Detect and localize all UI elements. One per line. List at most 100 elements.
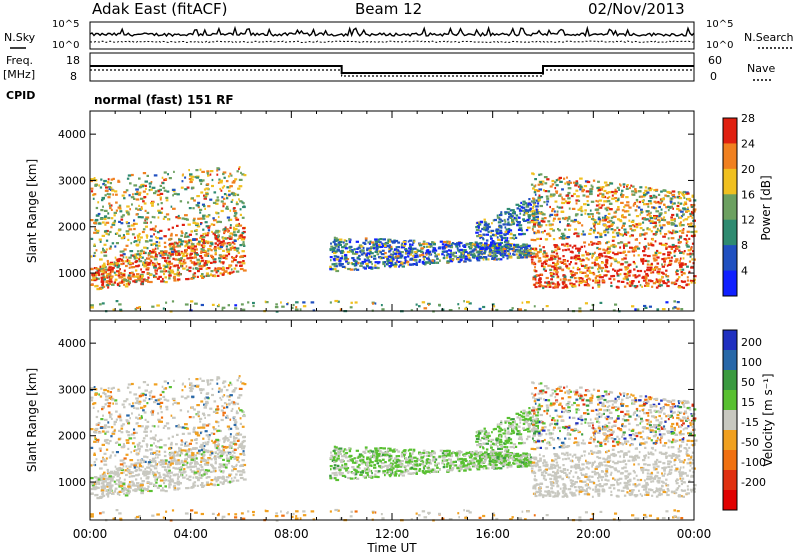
freq-tick-top: 18 [66, 54, 80, 67]
power-cell [211, 184, 214, 188]
power-cell [626, 278, 629, 281]
power-cell [233, 214, 237, 217]
power-cell [650, 242, 653, 245]
power-cell [639, 234, 642, 237]
power-cell [569, 282, 573, 285]
power-cell [483, 244, 486, 247]
power-cell [330, 242, 332, 245]
power-cell [578, 284, 581, 287]
power-cell [500, 253, 503, 256]
power-cell [621, 215, 624, 219]
power-cell [362, 252, 366, 255]
power-cell [544, 256, 549, 259]
power-cell [614, 269, 617, 272]
velocity-cell [165, 479, 168, 482]
power-cell [623, 233, 626, 236]
power-cell [103, 271, 106, 274]
power-cell [529, 247, 533, 250]
power-cell [229, 224, 232, 227]
velocity-cell [97, 476, 101, 480]
velocity-cell [216, 448, 220, 451]
power-cell [223, 193, 227, 196]
power-cell [557, 228, 560, 231]
power-cell [111, 242, 115, 245]
power-cell [542, 255, 546, 258]
power-cell [180, 240, 184, 243]
power-cell [387, 238, 391, 241]
power-cell [381, 249, 385, 252]
power-cell [543, 201, 546, 204]
velocity-cell [125, 491, 129, 495]
velocity-cell [204, 469, 208, 472]
power-cell [100, 178, 103, 181]
power-cell [530, 183, 534, 186]
power-cell [655, 278, 658, 281]
velocity-cell [133, 464, 138, 467]
power-cell [138, 255, 142, 259]
power-cell [415, 263, 418, 266]
power-cell [337, 249, 340, 252]
power-cell [670, 221, 674, 225]
power-cell [638, 280, 640, 283]
power-cell [143, 202, 147, 205]
power-cell [425, 245, 428, 248]
power-cell [691, 280, 695, 283]
power-cell [689, 212, 692, 215]
power-cell [666, 221, 671, 224]
power-cell [109, 245, 112, 248]
power-cell [224, 257, 228, 260]
power-cell [641, 199, 644, 203]
power-cell [361, 260, 365, 264]
velocity-cell [191, 456, 195, 459]
power-cell [675, 273, 679, 276]
power-cell [479, 236, 481, 240]
power-cell [617, 197, 620, 200]
power-cell [628, 269, 632, 272]
power-cell [101, 282, 104, 285]
power-cell [148, 189, 151, 192]
velocity-cell [193, 465, 197, 468]
power-cell [190, 230, 194, 233]
power-colorbar-tick: 16 [741, 188, 755, 201]
velocity-cell [227, 439, 229, 442]
velocity-cell [231, 480, 234, 483]
power-cell [176, 272, 179, 276]
velocity-cell [168, 452, 172, 455]
velocity-cell [95, 423, 100, 426]
power-cell [553, 210, 556, 213]
power-cell [678, 261, 681, 264]
power-cell [539, 248, 542, 251]
velocity-cell [139, 463, 142, 466]
power-cell [618, 268, 623, 271]
power-cell [480, 255, 483, 259]
power-cell [357, 246, 362, 249]
power-cell [234, 234, 238, 237]
power-cell [629, 227, 633, 230]
power-cell [423, 255, 427, 259]
power-cell [596, 211, 599, 214]
power-cell [428, 251, 431, 254]
power-cell [531, 252, 536, 255]
power-cell [546, 282, 551, 285]
power-cell [504, 220, 507, 223]
freq-tick-bottom: 8 [70, 70, 77, 83]
power-cell [224, 226, 227, 229]
power-cell [335, 262, 338, 265]
power-cell [185, 232, 188, 235]
power-cell [553, 285, 558, 288]
power-cell [331, 268, 334, 271]
power-cell [211, 303, 215, 306]
velocity-cell [183, 463, 188, 466]
power-cell [138, 260, 143, 263]
power-cell [681, 263, 684, 266]
power-cell [90, 268, 94, 271]
power-cell [228, 186, 231, 189]
power-cell [205, 225, 209, 228]
power-cell [90, 190, 94, 193]
power-cell [137, 264, 141, 267]
power-cell [671, 190, 676, 193]
power-cell [643, 193, 647, 197]
power-cell [207, 248, 211, 251]
power-cell [597, 212, 601, 215]
power-colorbar-swatch [723, 245, 737, 272]
